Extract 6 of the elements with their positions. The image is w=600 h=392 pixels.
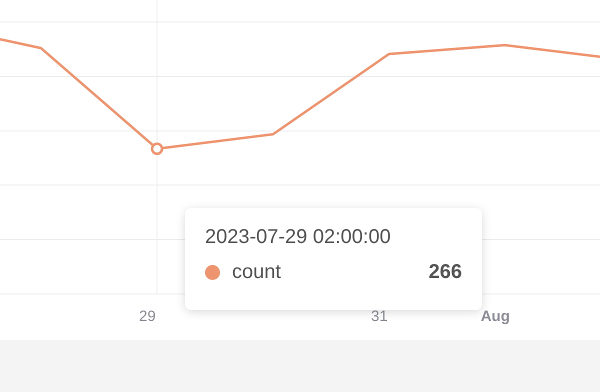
legend-label: count <box>232 261 281 284</box>
x-tick-label: Aug <box>480 308 510 326</box>
x-tick-label: 31 <box>370 308 388 326</box>
annotation: 266 <box>428 261 462 284</box>
annotation: 2023-07-29 02:00:00 <box>205 226 392 249</box>
x-tick-label: 29 <box>139 308 156 326</box>
